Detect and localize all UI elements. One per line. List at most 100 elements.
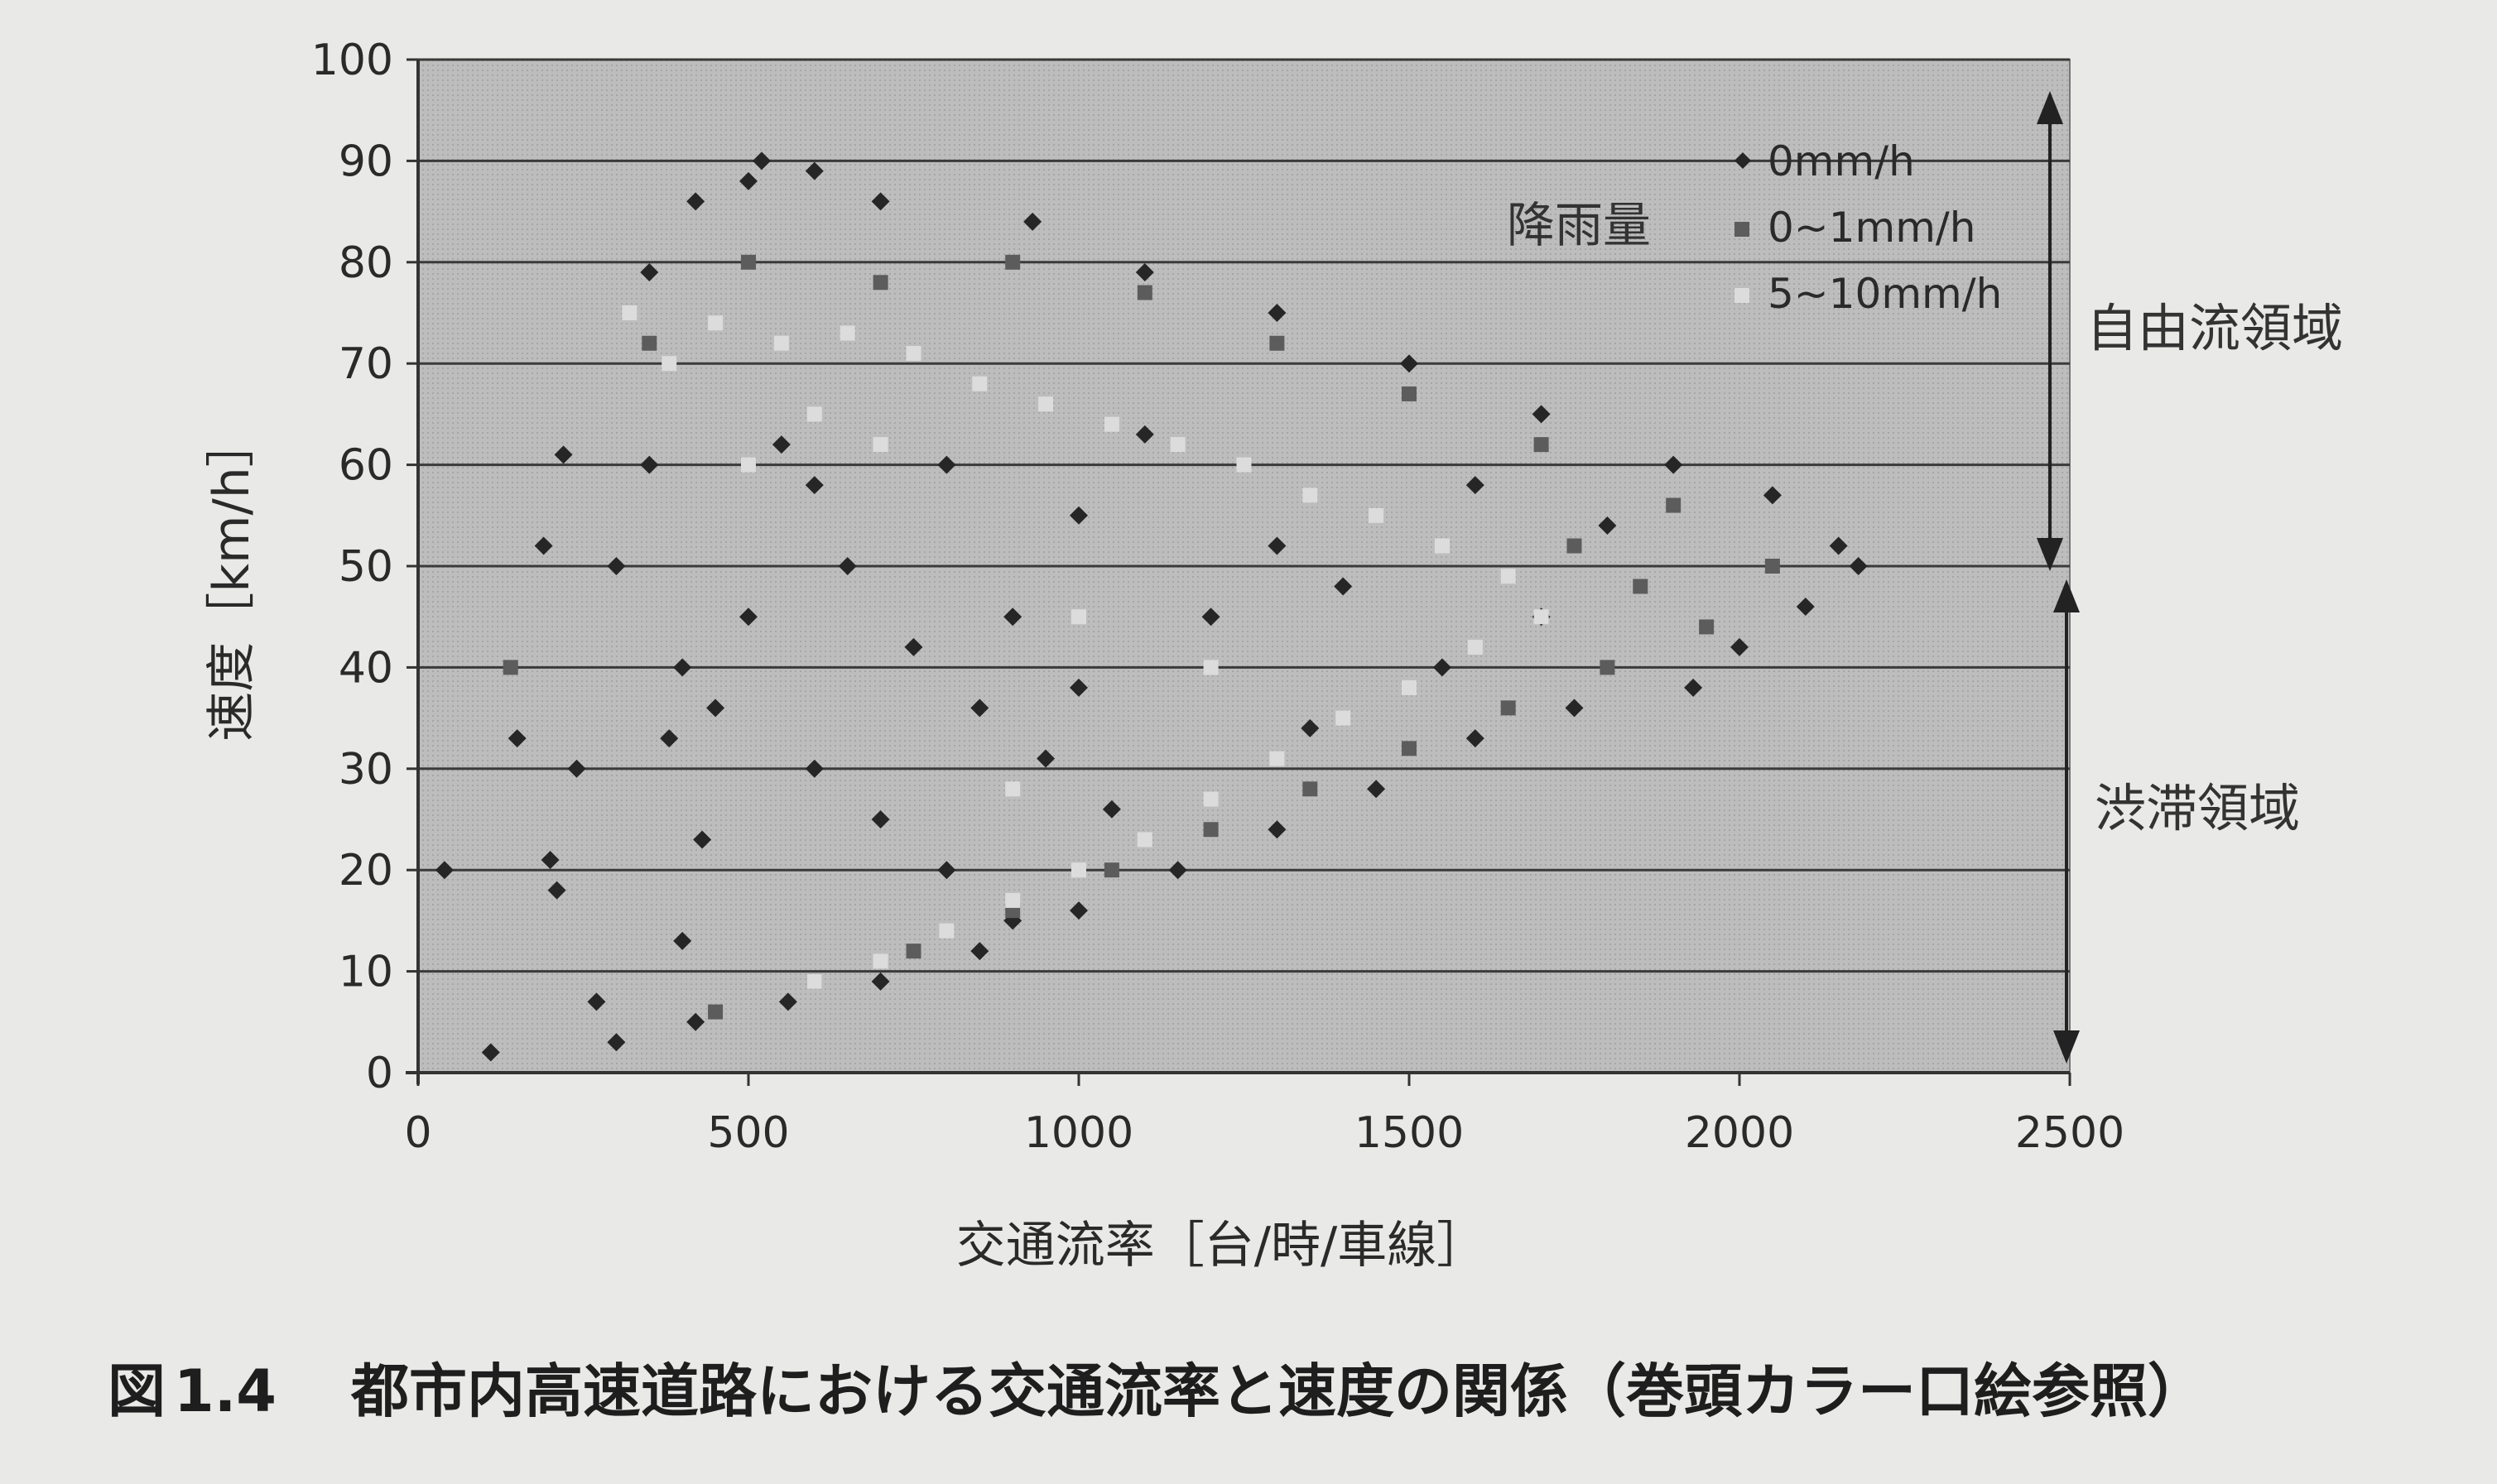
data-point (1104, 862, 1119, 878)
x-tick-label: 1000 (1024, 1108, 1133, 1158)
series-2 (622, 305, 1549, 989)
x-tick-labels: 0 500 1000 1500 2000 2500 (404, 1073, 2124, 1158)
data-point (904, 637, 923, 656)
data-point (937, 455, 956, 474)
data-point (1203, 660, 1219, 675)
data-point (1764, 559, 1780, 574)
y-tick-label: 10 (339, 948, 393, 997)
data-point (805, 759, 824, 778)
data-point (1467, 639, 1483, 655)
data-point (741, 457, 756, 473)
data-point (1598, 516, 1617, 535)
data-point (1730, 637, 1749, 656)
data-point (1465, 729, 1484, 748)
data-point (1269, 335, 1285, 351)
data-point (607, 557, 626, 575)
data-point (873, 437, 888, 453)
data-point (1334, 577, 1353, 596)
data-point (1201, 608, 1220, 627)
data-point (972, 376, 988, 391)
figure-caption-label: 図 (108, 1357, 166, 1425)
data-point (772, 435, 791, 454)
data-point (567, 759, 586, 778)
data-point (1699, 619, 1715, 635)
data-point (1402, 741, 1417, 756)
data-point (622, 305, 637, 320)
free-flow-region-label: 自由流領域 (2086, 298, 2343, 358)
data-point (1402, 386, 1417, 401)
legend: 降雨量 0mm/h 0~1mm/h 5~10mm/h (1507, 137, 2002, 318)
data-point (1566, 538, 1582, 554)
legend-marker-5-10mm (1734, 288, 1749, 303)
y-tick-label: 100 (311, 36, 393, 85)
data-point (708, 315, 724, 331)
data-point (840, 325, 855, 341)
x-tick-label: 500 (707, 1108, 789, 1158)
data-point (435, 861, 454, 880)
data-point (1005, 781, 1021, 797)
data-point (838, 557, 857, 575)
data-point (1500, 569, 1516, 584)
data-point (1367, 780, 1386, 799)
data-point (660, 729, 679, 748)
data-point (939, 923, 955, 939)
y-tick-label: 90 (339, 137, 393, 186)
data-point (1335, 710, 1351, 726)
data-point (1268, 536, 1287, 555)
data-point (640, 455, 659, 474)
x-tick-label: 2000 (1685, 1108, 1794, 1158)
data-point (693, 830, 712, 849)
data-point (1071, 862, 1086, 878)
y-tick-labels: 0 10 20 30 40 50 60 70 80 90 100 (311, 36, 418, 1098)
data-point (673, 931, 692, 950)
data-point (805, 476, 824, 495)
data-point (1400, 354, 1418, 373)
data-point (1302, 487, 1318, 503)
data-point (1135, 425, 1154, 444)
data-point (1005, 892, 1021, 908)
data-point (1003, 608, 1022, 627)
data-point (773, 335, 789, 351)
data-point (1268, 304, 1287, 322)
data-point (1236, 457, 1252, 473)
figure-caption: 図 1.4 都市内高速道路における交通流率と速度の関係（巻頭カラー口絵参照） (108, 1345, 2206, 1429)
y-tick-label: 50 (339, 542, 393, 592)
data-point (805, 161, 824, 180)
data-point (871, 810, 890, 828)
data-point (1402, 680, 1417, 695)
data-point (1301, 718, 1320, 737)
x-tick-label: 0 (404, 1108, 431, 1158)
data-point (739, 171, 758, 190)
y-tick-label: 70 (339, 339, 393, 389)
congested-region-label: 渋滞領域 (2095, 778, 2300, 838)
data-point (1170, 437, 1186, 453)
legend-label-0-1mm: 0~1mm/h (1768, 204, 1975, 252)
x-axis-title: 交通流率［台/時/車線］ (956, 1217, 1486, 1275)
data-point (1796, 597, 1815, 616)
data-point (481, 1043, 500, 1062)
data-point (508, 729, 527, 748)
data-point (547, 881, 566, 900)
data-point (806, 973, 822, 989)
data-point (1102, 800, 1121, 819)
data-point (534, 536, 553, 555)
data-point (906, 345, 921, 361)
data-point (554, 445, 573, 464)
x-tick-label: 2500 (2015, 1108, 2124, 1158)
data-point (1005, 254, 1021, 270)
data-point (1137, 285, 1152, 300)
data-point (970, 942, 989, 961)
data-point (1104, 416, 1119, 432)
data-point (640, 263, 659, 282)
data-point (1070, 901, 1088, 920)
data-point (1500, 700, 1516, 716)
figure-number: 1.4 (174, 1357, 277, 1425)
series-1 (503, 254, 1780, 1020)
data-point (1135, 263, 1154, 282)
y-tick-label: 60 (339, 441, 393, 491)
data-point (1565, 699, 1584, 718)
data-point (1070, 678, 1088, 697)
figure-caption-text: 都市内高速道路における交通流率と速度の関係（巻頭カラー口絵参照） (351, 1357, 2206, 1425)
data-point (1302, 781, 1318, 797)
